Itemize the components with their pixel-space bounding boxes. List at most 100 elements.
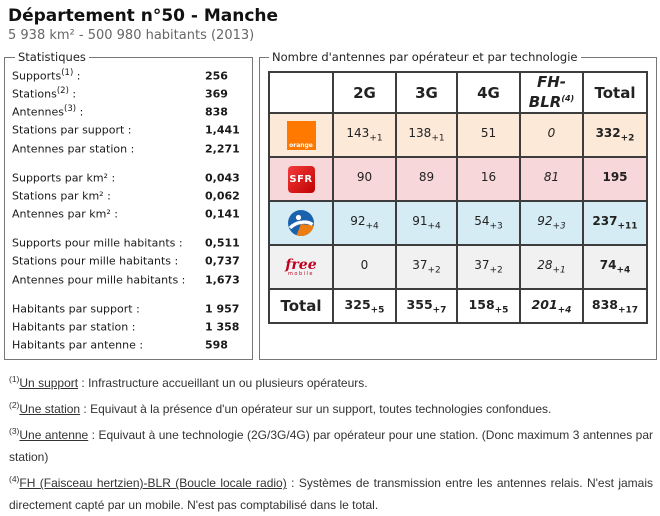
stat-row: Supports(1) :256 [12, 66, 247, 84]
stat-label-text: Antennes pour mille habitants [12, 273, 179, 287]
stat-label-colon: : [127, 142, 135, 156]
stat-row: Habitants par station : 1 358 [12, 317, 247, 335]
antenna-count-cell: 0 [332, 244, 397, 290]
footnote-term: Une antenne [19, 428, 89, 443]
antenna-count: 0 [547, 126, 556, 141]
footnote-text: : Infrastructure accueillant un ou plusi… [78, 376, 368, 391]
operator-row-sfr: SFR 90 89 16 81 195 [268, 156, 648, 202]
antenna-count-delta: +3 [552, 221, 566, 232]
antenna-count-delta: +4 [616, 265, 631, 276]
operator-logo-cell [268, 200, 334, 246]
antenna-count: 92 [350, 214, 366, 229]
free-logo-text: free [285, 256, 317, 273]
page-title: Département n°50 - Manche [8, 6, 279, 26]
antenna-count-cell: 90 [332, 156, 397, 202]
stat-label-colon: : [124, 124, 132, 138]
column-header-total: Total [582, 71, 648, 114]
stat-row: Antennes par km² :0,141 [12, 204, 247, 222]
content-columns: Statistiques Supports(1) :256 Stations(2… [4, 50, 657, 361]
antennas-panel: Nombre d'antennes par opérateur et par t… [259, 50, 657, 361]
total-count-cell: 325+5 [332, 288, 397, 324]
antenna-count: 0 [360, 258, 369, 273]
stat-label: Stations(2) : [12, 84, 205, 102]
footnote-term: Une station [19, 402, 81, 417]
stat-label-text: Habitants par station [12, 320, 129, 334]
stat-label-text: Habitants par antenne [12, 338, 136, 352]
stat-label-colon: : [128, 320, 136, 334]
footnote-4: (4)FH (Faisceau hertzien)-BLR (Boucle lo… [9, 468, 653, 516]
stat-label: Supports pour mille habitants : [12, 233, 205, 251]
total-count-cell: 838+17 [582, 288, 648, 324]
stats-group-per-km2: Supports par km² :0,043 Stations par km²… [12, 168, 247, 222]
stat-label: Antennes par station : [12, 139, 205, 157]
page-subtitle: 5 938 km² - 500 980 habitants (2013) [8, 28, 255, 43]
antenna-count-delta: +3 [489, 221, 503, 232]
column-label: 2G [353, 83, 376, 102]
antenna-count: 92 [537, 214, 553, 229]
stat-label-text: Stations pour mille habitants [12, 255, 172, 269]
antenna-count: 81 [543, 170, 560, 185]
antenna-count-cell: 89 [395, 156, 458, 202]
column-label-sup: (4) [561, 93, 575, 103]
antennas-legend: Nombre d'antennes par opérateur et par t… [272, 50, 578, 64]
stat-row: Antennes par station :2,271 [12, 139, 247, 157]
stat-label-text: Supports [12, 69, 62, 83]
stat-value: 1 358 [205, 320, 240, 334]
antenna-count-cell: 37+2 [395, 244, 458, 290]
stat-label-colon: : [73, 69, 81, 83]
free-mobile-logo: free mobile [270, 258, 332, 277]
column-header-3g: 3G [395, 71, 458, 114]
antenna-count-cell: 54+3 [456, 200, 521, 246]
antenna-count: 16 [480, 170, 497, 185]
footnotes: (1)Un support : Infrastructure accueilla… [9, 368, 653, 516]
operator-row-bouygues: 92+4 91+4 54+3 92+3 237+11 [268, 200, 648, 246]
sfr-logo-text: SFR [289, 173, 313, 185]
antenna-count: 91 [412, 214, 428, 229]
stat-value: 0,062 [205, 189, 240, 203]
antenna-count-delta: +17 [618, 305, 639, 316]
stats-group-counts: Supports(1) :256 Stations(2) :369 Antenn… [12, 66, 247, 157]
antenna-count-delta: +7 [432, 305, 447, 316]
stat-row: Stations pour mille habitants :0,737 [12, 251, 247, 269]
antenna-count: 28 [537, 258, 553, 273]
stat-value: 0,511 [205, 236, 240, 250]
antenna-count: 332 [595, 126, 621, 141]
stat-label-sup: (2) [56, 86, 69, 97]
antenna-count: 74 [599, 258, 617, 273]
stat-label-text: Supports par km² [12, 171, 108, 185]
antenna-count-delta: +11 [617, 221, 638, 232]
operator-row-free: free mobile 0 37+2 37+2 28+1 74+4 [268, 244, 648, 290]
antenna-count: 158 [468, 296, 495, 312]
stat-row: Habitants par antenne :598 [12, 335, 247, 353]
stat-row: Supports pour mille habitants :0,511 [12, 233, 247, 251]
stat-label: Supports par km² : [12, 168, 205, 186]
stat-value: 2,271 [205, 142, 240, 156]
antenna-count: 237 [592, 214, 618, 229]
total-row: Total 325+5 355+7 158+5 201+4 838+17 [268, 288, 648, 324]
stat-label: Stations pour mille habitants : [12, 251, 205, 269]
antenna-count: 89 [418, 170, 435, 185]
column-header-4g: 4G [456, 71, 521, 114]
stat-label-colon: : [135, 338, 144, 352]
column-label-line1: FH- [536, 73, 567, 91]
antenna-count-delta: +4 [557, 305, 572, 316]
stat-label: Antennes pour mille habitants : [12, 270, 205, 288]
stat-label-colon: : [107, 171, 116, 185]
antenna-count-delta: +2 [427, 265, 441, 276]
antenna-count: 37 [412, 258, 428, 273]
stat-label-text: Stations par support [12, 124, 125, 138]
antenna-count-delta: +2 [620, 133, 635, 144]
antenna-count-cell: 37+2 [456, 244, 521, 290]
stat-label-colon: : [171, 255, 179, 269]
operator-row-orange: orange 143+1 138+1 51 0 332+2 [268, 112, 648, 158]
stat-row: Antennes(3) :838 [12, 102, 247, 120]
antenna-count-cell: 138+1 [395, 112, 458, 158]
total-row-label: Total [268, 288, 334, 324]
stat-row: Stations(2) :369 [12, 84, 247, 102]
footnote-text: : Equivaut à la présence d'un opérateur … [80, 402, 552, 417]
header-row: 2G 3G 4G FH- BLR(4) Total [268, 71, 648, 114]
statistics-panel: Statistiques Supports(1) :256 Stations(2… [4, 50, 253, 361]
column-label: 4G [477, 83, 500, 102]
column-header-2g: 2G [332, 71, 397, 114]
antenna-count: 143 [346, 126, 370, 141]
